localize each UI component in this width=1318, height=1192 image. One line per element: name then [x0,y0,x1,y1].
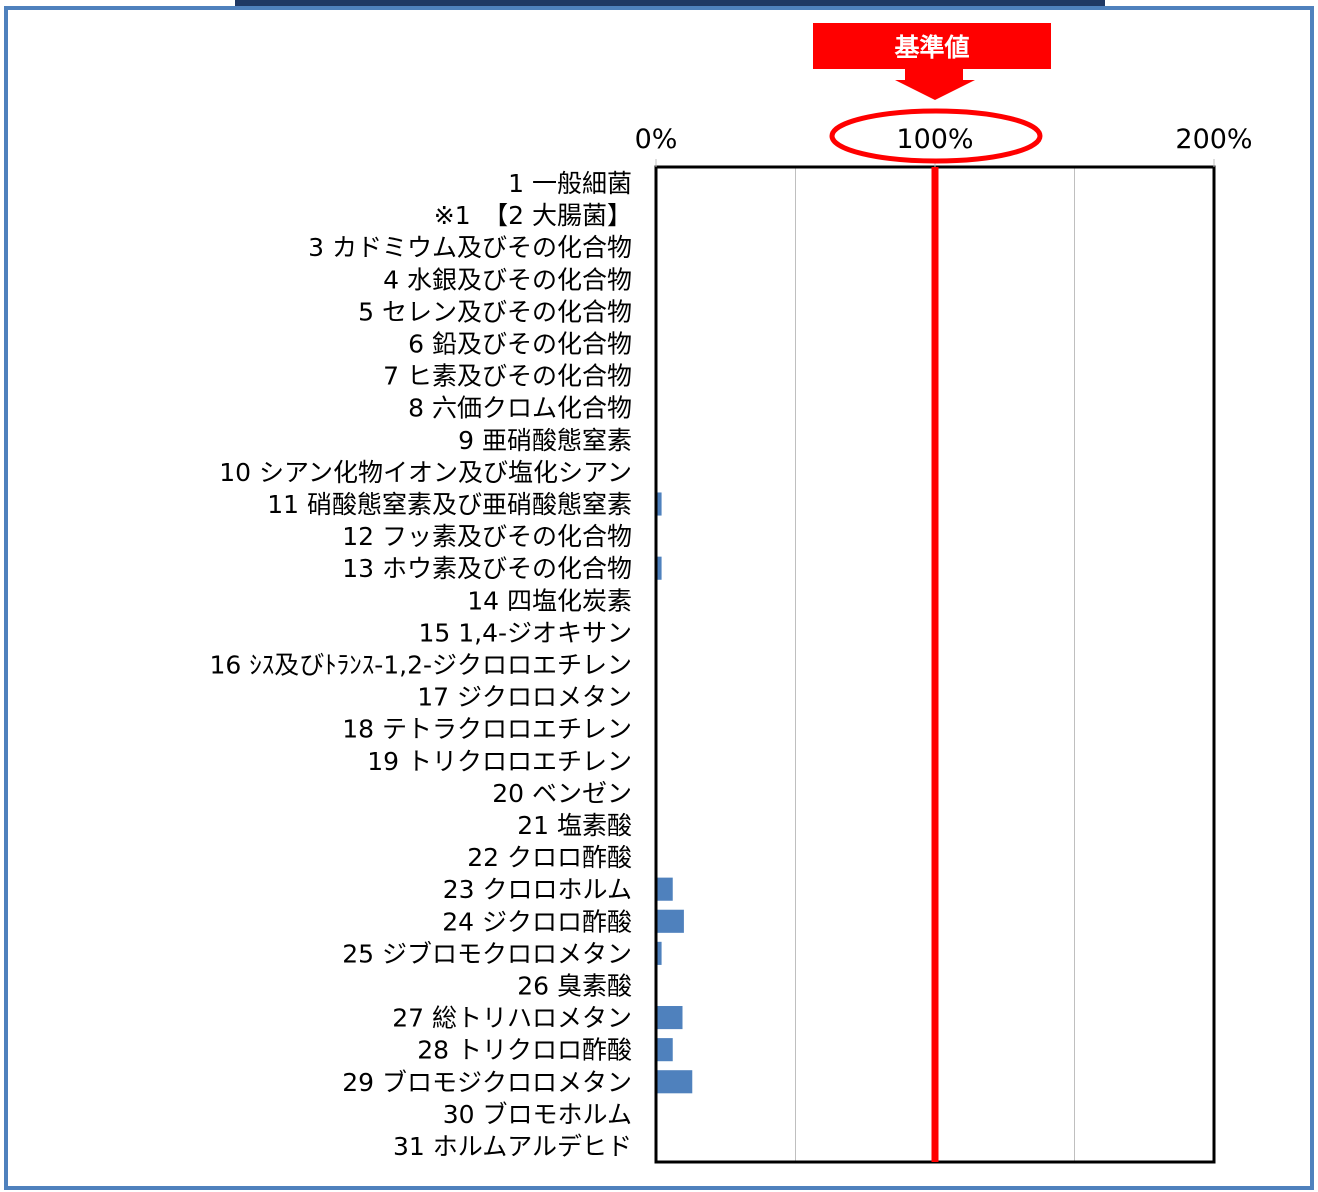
category-label: 25 ジブロモクロロメタン [342,939,632,968]
bar [656,492,662,516]
bar [656,877,673,901]
x-tick-label: 200% [1175,124,1252,155]
reference-arrow-icon [895,69,975,100]
category-label: 16 ｼｽ及びﾄﾗﾝｽ-1,2-ジクロロエチレン [209,651,632,680]
category-label: 3 カドミウム及びその化合物 [308,233,632,262]
bar [656,909,684,933]
category-label: 13 ホウ素及びその化合物 [342,554,632,583]
category-labels: 1 一般細菌 ※1 【2 大腸菌】 3 カドミウム及びその化合物 4 水銀及びその化合… [209,169,632,1161]
category-label: 14 四塩化炭素 [467,586,632,615]
category-label: 20 ベンゼン [492,779,632,808]
category-label: 15 1,4-ジオキサン [418,618,632,647]
category-label: 22 クロロ酢酸 [467,843,632,872]
category-label: ※1 【2 大腸菌】 [434,201,632,230]
category-label: 28 トリクロロ酢酸 [417,1036,632,1065]
category-label: 29 ブロモジクロロメタン [342,1068,632,1097]
reference-label-box [813,23,1051,69]
reference-label: 基準値 [894,33,969,62]
bars [656,492,693,1094]
category-label: 24 ジクロロ酢酸 [442,907,632,936]
category-label: 4 水銀及びその化合物 [383,265,632,294]
x-axis-ticks: 0% 100% 200% [635,124,1253,167]
category-label: 27 総トリハロメタン [392,1004,632,1033]
category-label: 23 クロロホルム [443,875,632,904]
category-label: 21 塩素酸 [517,811,632,840]
bar [656,1038,673,1062]
category-label: 8 六価クロム化合物 [408,394,632,423]
chart-frame [4,6,1314,1190]
bar [656,941,662,965]
bar [656,556,662,580]
category-label: 1 一般細菌 [508,169,632,198]
category-label: 19 トリクロロエチレン [367,747,632,776]
category-label: 17 ジクロロメタン [417,683,632,712]
x-tick-label: 0% [635,124,678,155]
category-label: 7 ヒ素及びその化合物 [383,362,632,391]
category-label: 30 ブロモホルム [443,1100,632,1129]
category-label: 26 臭素酸 [517,971,632,1000]
category-label: 6 鉛及びその化合物 [408,330,632,359]
category-label: 31 ホルムアルデヒド [393,1132,632,1161]
bar [656,1070,693,1094]
reference-marker: 基準値 [813,23,1051,164]
category-label: 12 フッ素及びその化合物 [342,522,632,551]
x-tick-label: 100% [896,124,973,155]
category-label: 9 亜硝酸態窒素 [458,426,632,455]
category-label: 10 シアン化物イオン及び塩化シアン [219,458,632,487]
category-label: 5 セレン及びその化合物 [358,297,632,326]
title-band [235,0,1105,6]
bar [656,1006,683,1030]
category-label: 18 テトラクロロエチレン [342,715,632,744]
reference-highlight-ellipse [829,108,1043,164]
category-label: 11 硝酸態窒素及び亜硝酸態窒素 [267,490,632,519]
